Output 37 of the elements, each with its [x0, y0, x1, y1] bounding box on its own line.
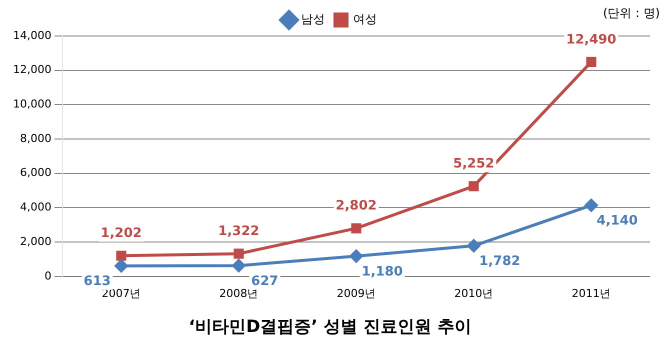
data-label: 2,802 [336, 198, 377, 214]
y-tick-label: 6,000 [20, 166, 52, 180]
data-label: 627 [251, 274, 278, 290]
point [586, 56, 596, 67]
y-tick-label: 2,000 [20, 234, 52, 248]
data-label: 1,322 [218, 224, 260, 240]
x-tick-label: 2011년 [572, 286, 611, 300]
x-tick-label: 2009년 [336, 286, 376, 300]
data-label: 1,202 [100, 226, 142, 242]
y-tick-label: 14,000 [12, 28, 52, 42]
data-label: 12,490 [566, 32, 616, 48]
y-tick-label: 8,000 [20, 132, 52, 145]
x-tick-label: 2007년 [102, 286, 141, 300]
y-tick-label: 4,000 [20, 200, 52, 214]
data-label: 613 [84, 274, 111, 290]
y-tick-label: 10,000 [12, 98, 52, 111]
point [584, 198, 598, 212]
data-label: 1,782 [479, 254, 520, 270]
legend-label: 여성 [353, 12, 377, 26]
point [351, 223, 362, 234]
x-tick-label: 2010년 [454, 286, 494, 300]
point [232, 259, 246, 272]
data-label: 5,252 [453, 156, 494, 172]
legend-label: 남성 [301, 12, 325, 26]
y-tick-label: 12,000 [12, 63, 52, 76]
data-label: 4,140 [596, 214, 638, 229]
text: (단위 : 명) [602, 6, 660, 20]
x-tick-label: 2008년 [219, 286, 258, 300]
point [114, 259, 128, 272]
point [116, 250, 126, 261]
data-label: 1,180 [362, 264, 403, 280]
y-tick-label: 0 [44, 269, 52, 282]
point [467, 239, 480, 252]
point [468, 181, 479, 192]
text: ‘비타민D결핍증’ 성별 진료인원 추이 [188, 317, 472, 338]
point [350, 250, 363, 263]
point [234, 248, 244, 259]
